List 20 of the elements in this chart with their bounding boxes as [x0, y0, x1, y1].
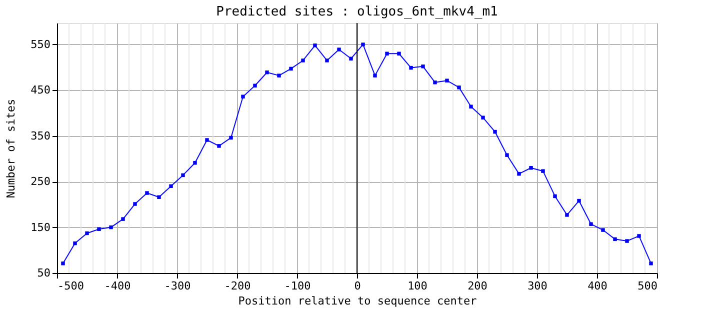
- y-tick-label: 550: [30, 38, 50, 51]
- y-tick-label: 250: [30, 175, 50, 188]
- y-tick-label: 450: [30, 84, 50, 97]
- y-tick-label: 50: [37, 266, 50, 280]
- x-tick-label: 200: [468, 280, 488, 292]
- x-tick-label: -200: [224, 280, 251, 292]
- y-tick-label: 150: [30, 220, 50, 234]
- x-tick-label: -100: [284, 280, 311, 292]
- x-tick-label: -400: [104, 280, 131, 292]
- x-tick-label: 400: [588, 280, 608, 292]
- y-tick-label: 350: [30, 129, 50, 142]
- x-tick-label: 100: [408, 280, 428, 292]
- x-tick-label: 300: [528, 280, 548, 292]
- x-tick-label: -500: [58, 280, 84, 292]
- x-tick-label: -300: [164, 280, 191, 292]
- x-tick-label: 0: [354, 280, 361, 292]
- chart-title: Predicted sites : oligos_6nt_mkv4_m1: [216, 4, 498, 20]
- x-axis-title: Position relative to sequence center: [238, 294, 478, 308]
- y-axis-title: Number of sites: [4, 98, 18, 198]
- x-tick-label: 500: [638, 280, 658, 292]
